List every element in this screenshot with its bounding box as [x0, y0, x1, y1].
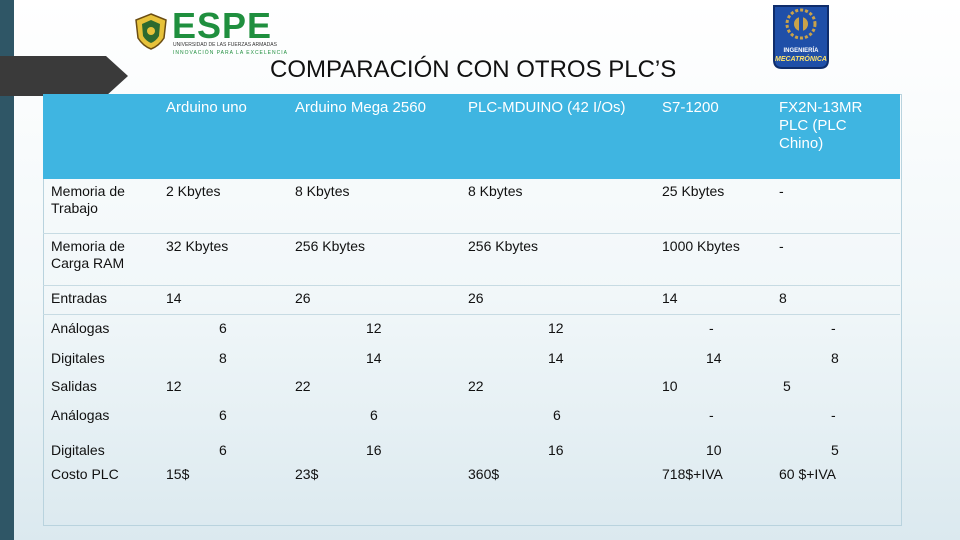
table-cell: 8 Kbytes: [468, 183, 523, 199]
row-label-costo: Costo PLC: [51, 466, 119, 482]
table-cell: -: [831, 320, 836, 336]
table-cell: -: [709, 320, 714, 336]
table-cell: -: [779, 183, 784, 199]
table-cell: 8: [779, 290, 787, 306]
table-cell: 14: [548, 350, 564, 366]
table-cell: 14: [366, 350, 382, 366]
table-cell: 22: [468, 378, 484, 394]
header-fx2n: FX2N-13MR PLC (PLC Chino): [779, 99, 863, 152]
table-cell: 8 Kbytes: [295, 183, 350, 199]
table-cell: 14: [662, 290, 678, 306]
table-cell: 8: [831, 350, 839, 366]
table-cell: 5: [783, 378, 791, 394]
table-header-row: [43, 94, 900, 179]
row-band-entradas: [43, 286, 900, 315]
table-cell: 12: [548, 320, 564, 336]
row-label-memoria-carga: Memoria de Carga RAM: [51, 238, 125, 271]
mechatronics-badge-icon: INGENIERÍA MECATRÓNICA: [773, 5, 829, 69]
row-label-memoria-trabajo: Memoria de Trabajo: [51, 183, 125, 216]
table-cell: 360$: [468, 466, 500, 482]
table-cell: 14: [706, 350, 722, 366]
table-cell: -: [779, 238, 784, 254]
table-cell: 12: [366, 320, 382, 336]
table-cell: 6: [219, 407, 227, 423]
university-seal-icon: [135, 13, 167, 50]
page-title: COMPARACIÓN CON OTROS PLC’S: [270, 56, 677, 83]
table-cell: 718$+IVA: [662, 466, 723, 482]
table-cell: 12: [166, 378, 182, 394]
row-label-salidas: Salidas: [51, 378, 97, 394]
table-cell: 5: [831, 442, 839, 458]
row-label-entradas: Entradas: [51, 290, 108, 306]
row-label-entradas-digitales: Digitales: [51, 350, 105, 366]
table-cell: 26: [295, 290, 311, 306]
table-cell: 6: [553, 407, 561, 423]
table-cell: 14: [166, 290, 182, 306]
row-band-memoria-trabajo: [43, 179, 900, 234]
table-cell: 10: [706, 442, 722, 458]
table-cell: 256 Kbytes: [295, 238, 366, 254]
table-cell: 256 Kbytes: [468, 238, 539, 254]
table-cell: 6: [370, 407, 378, 423]
header-arduino-mega: Arduino Mega 2560: [295, 99, 426, 116]
table-cell: 8: [219, 350, 227, 366]
row-label-salidas-analogas: Análogas: [51, 407, 110, 423]
badge-line-2: MECATRÓNICA: [775, 54, 827, 63]
table-cell: 32 Kbytes: [166, 238, 229, 254]
brand-subline-1: UNIVERSIDAD DE LAS FUERZAS ARMADAS: [173, 42, 277, 48]
table-cell: 25 Kbytes: [662, 183, 725, 199]
badge-line-1: INGENIERÍA: [783, 46, 819, 54]
table-cell: -: [831, 407, 836, 423]
table-cell: 26: [468, 290, 484, 306]
left-accent-bar: [0, 0, 14, 540]
table-cell: 1000 Kbytes: [662, 238, 740, 254]
brand-subline-2: INNOVACIÓN PARA LA EXCELENCIA: [173, 50, 288, 56]
table-cell: 23$: [295, 466, 319, 482]
table-cell: 60 $+IVA: [779, 466, 836, 482]
table-cell: 2 Kbytes: [166, 183, 221, 199]
table-cell: 22: [295, 378, 311, 394]
table-cell: 16: [548, 442, 564, 458]
arrow-tab-decoration: [0, 56, 128, 96]
header-s7-1200: S7-1200: [662, 99, 719, 116]
table-cell: 16: [366, 442, 382, 458]
table-cell: -: [709, 407, 714, 423]
brand-name: ESPE: [172, 5, 273, 46]
row-label-salidas-digitales: Digitales: [51, 442, 105, 458]
table-cell: 15$: [166, 466, 190, 482]
table-cell: 6: [219, 320, 227, 336]
table-cell: 6: [219, 442, 227, 458]
row-label-entradas-analogas: Análogas: [51, 320, 110, 336]
row-band-memoria-carga: [43, 234, 900, 286]
table-cell: 10: [662, 378, 678, 394]
header-arduino-uno: Arduino uno: [166, 99, 247, 116]
header-plc-mduino: PLC-MDUINO (42 I/Os): [468, 99, 626, 116]
